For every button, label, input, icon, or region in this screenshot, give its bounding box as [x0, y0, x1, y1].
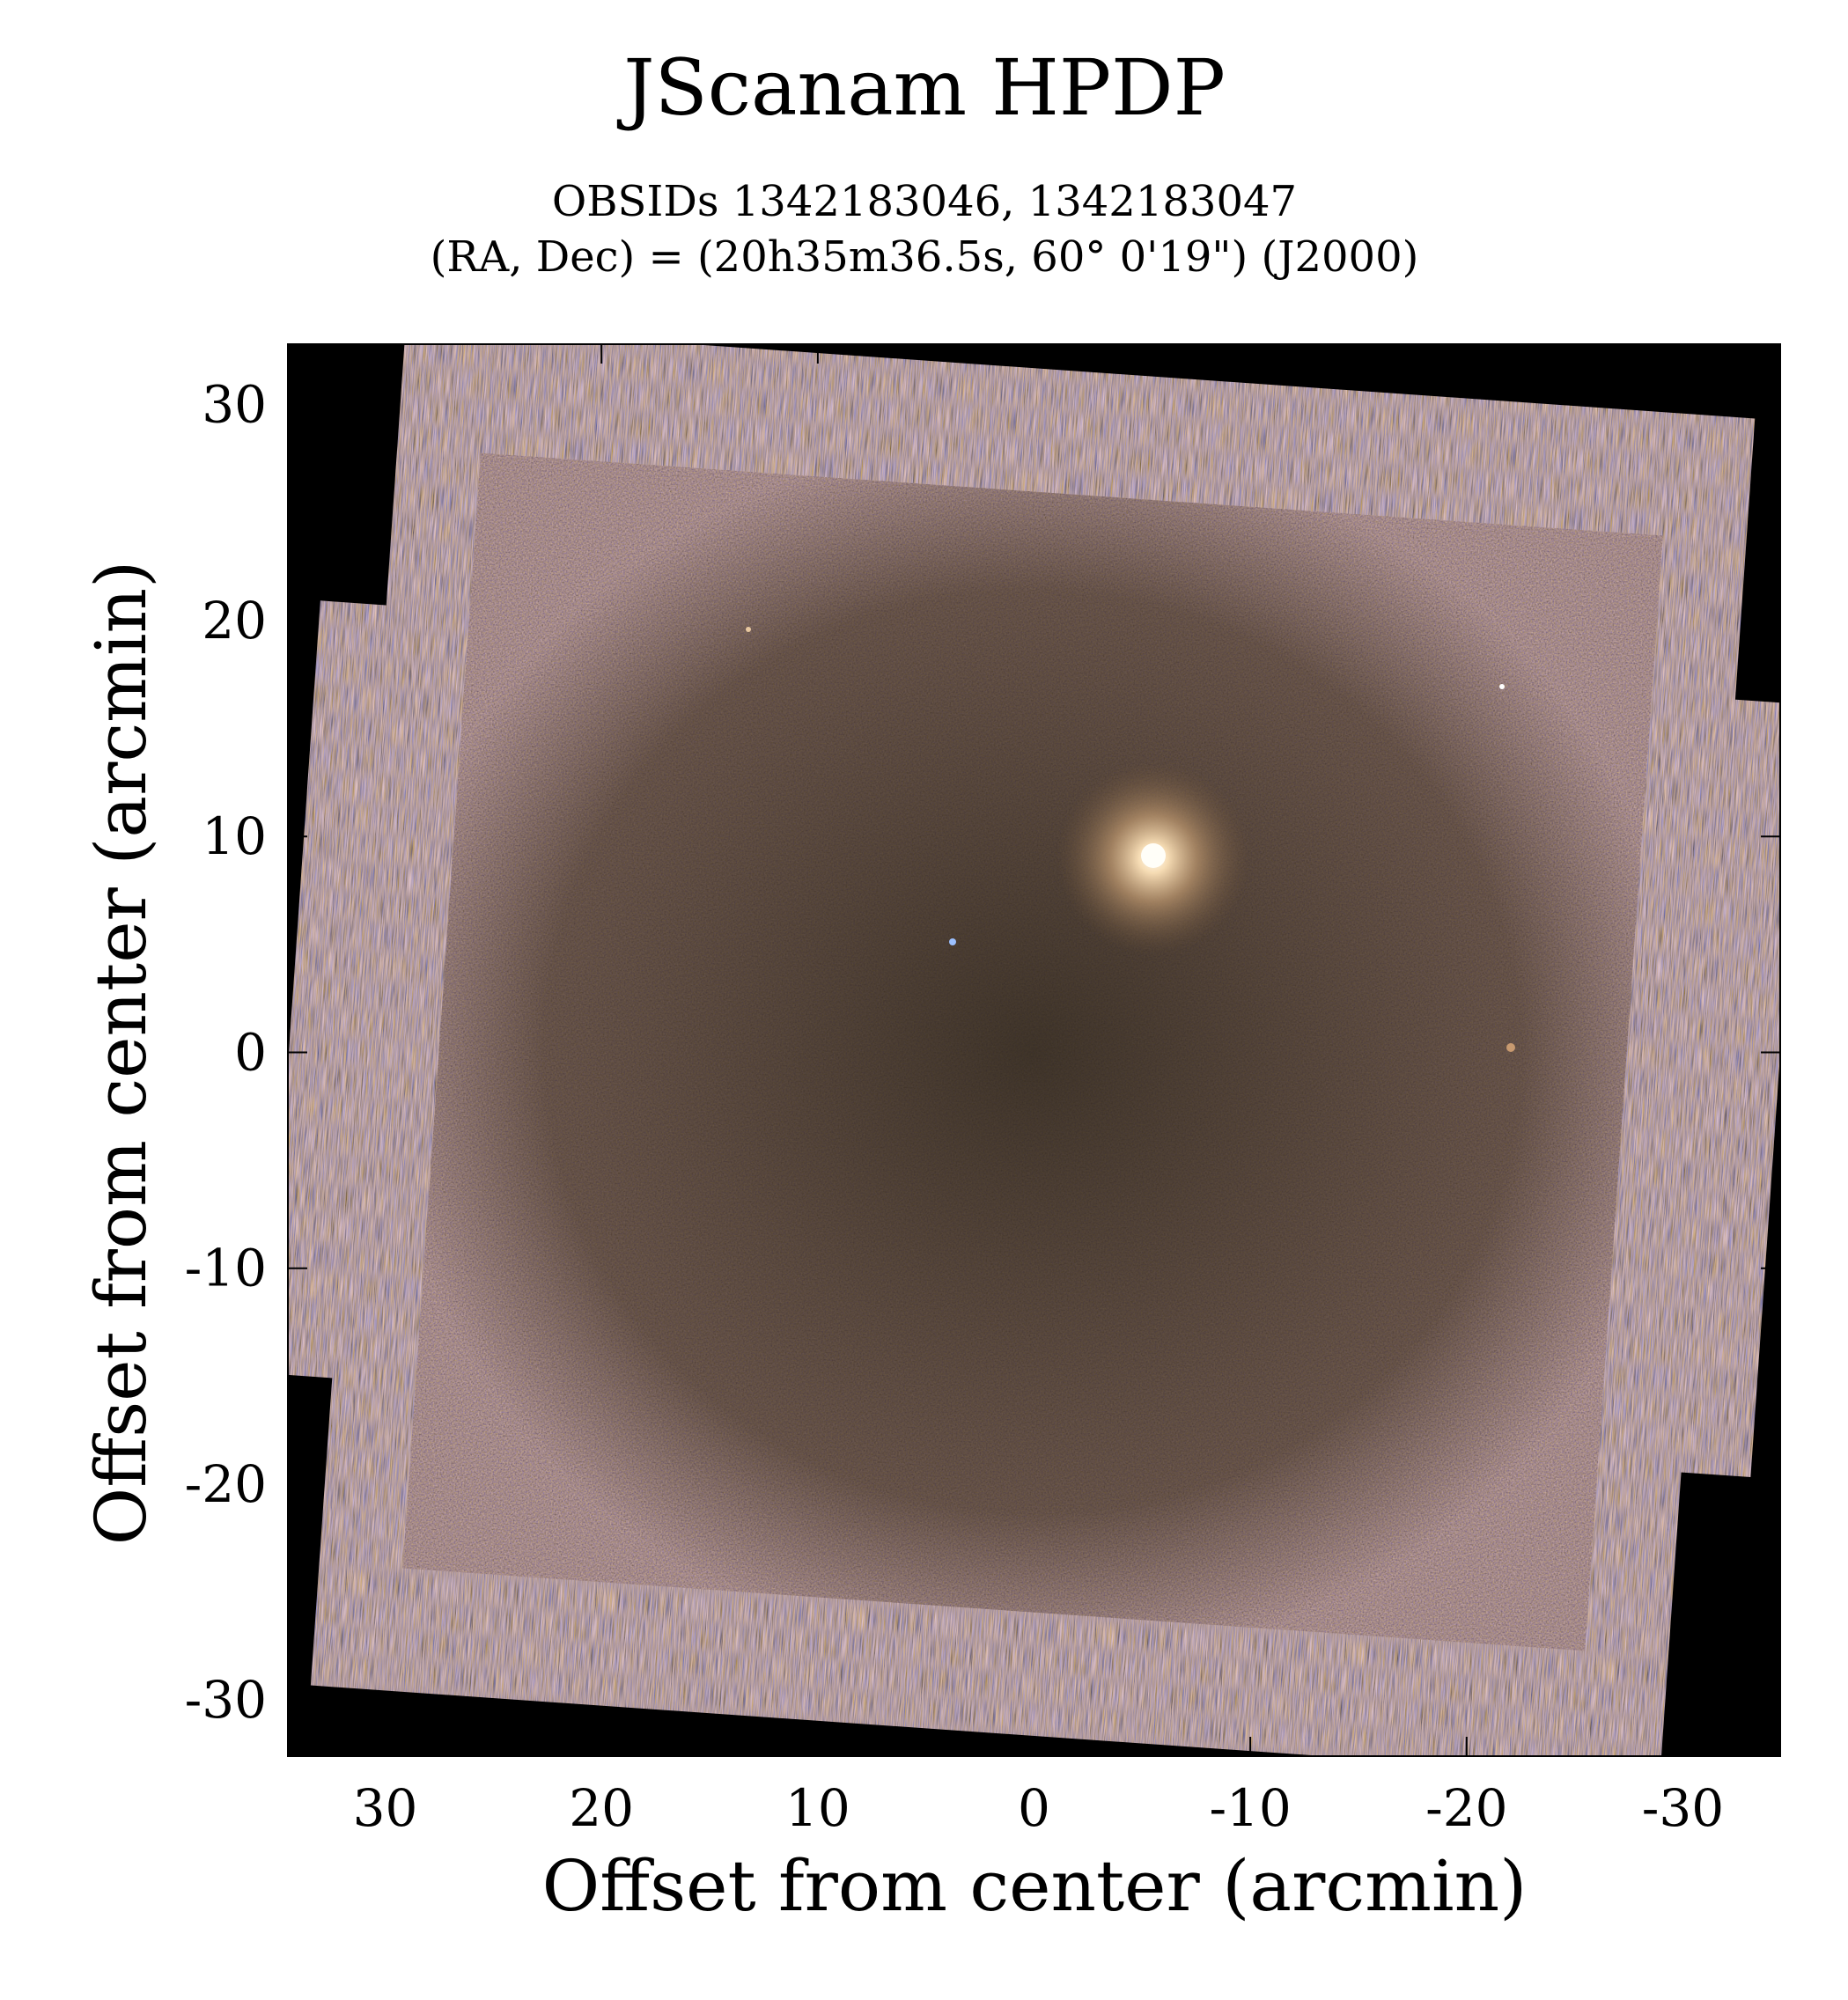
- y-tick-label: 30: [202, 375, 267, 435]
- y-tick-label: 20: [202, 591, 267, 651]
- sky-image: [288, 344, 1780, 1756]
- y-tick-label: 10: [202, 806, 267, 866]
- chart-subtitle: (RA, Dec) = (20h35m36.5s, 60° 0'19") (J2…: [431, 232, 1419, 282]
- x-tick-label: -20: [1425, 1778, 1507, 1838]
- x-tick-label: 30: [353, 1778, 418, 1838]
- y-tick-label: 0: [234, 1022, 267, 1082]
- x-tick-label: 0: [1018, 1778, 1050, 1838]
- x-axis-label: Offset from center (arcmin): [542, 1845, 1528, 1927]
- x-tick-label: -10: [1209, 1778, 1291, 1838]
- y-tick-label: -20: [185, 1454, 267, 1514]
- chart-title: JScanam HPDP: [616, 42, 1226, 133]
- y-tick-label: -30: [185, 1670, 267, 1730]
- x-tick-label: 10: [785, 1778, 850, 1838]
- y-axis-label: Offset from center (arcmin): [80, 561, 162, 1546]
- x-tick-label: 20: [569, 1778, 634, 1838]
- x-tick-label: -30: [1642, 1778, 1724, 1838]
- y-tick-label: -10: [185, 1239, 267, 1298]
- chart-subtitle: OBSIDs 1342183046, 1342183047: [552, 177, 1297, 226]
